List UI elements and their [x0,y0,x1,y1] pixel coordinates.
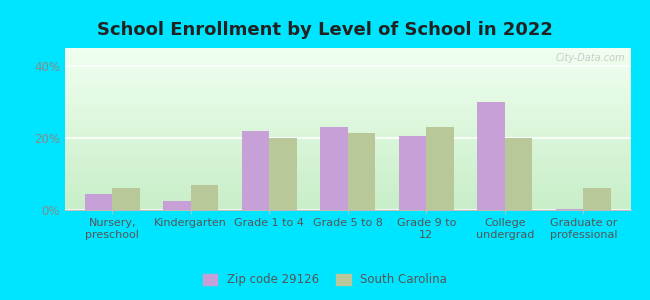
Bar [269,138,296,210]
Bar [320,127,348,210]
Legend: Zip code 29126, South Carolina: Zip code 29126, South Carolina [198,269,452,291]
Bar [399,136,426,210]
Bar [426,127,454,210]
Bar [112,188,140,210]
Bar [190,185,218,210]
Text: City-Data.com: City-Data.com [555,53,625,63]
Bar [242,131,269,210]
Bar [84,194,112,210]
Bar [348,133,375,210]
Bar [477,102,505,210]
Bar [163,201,190,210]
Bar [584,188,611,210]
Bar [505,138,532,210]
Bar [556,209,584,210]
Text: School Enrollment by Level of School in 2022: School Enrollment by Level of School in … [97,21,553,39]
